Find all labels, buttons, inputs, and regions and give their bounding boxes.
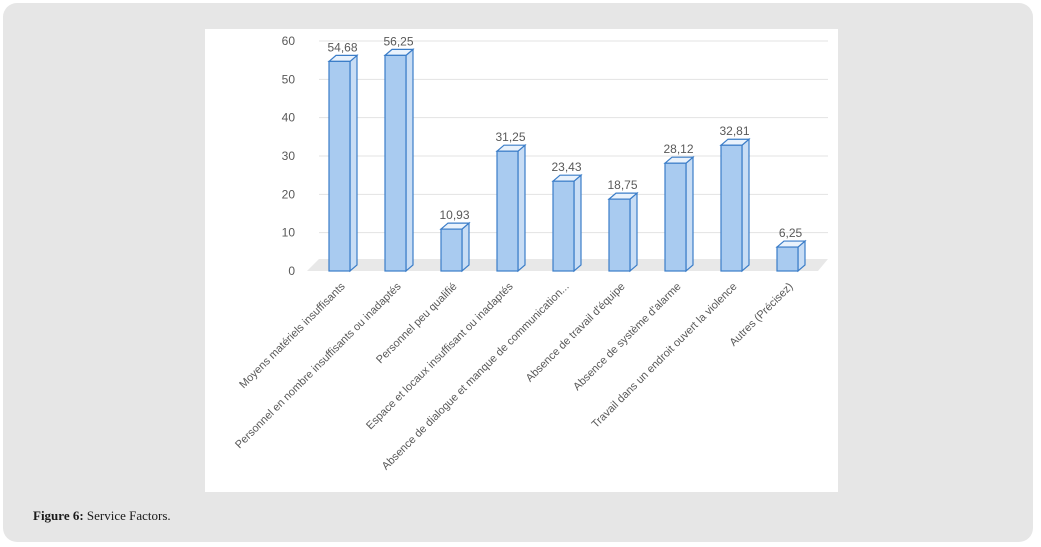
y-tick-label: 10 — [282, 226, 296, 240]
bar — [552, 180, 575, 272]
bar — [328, 60, 351, 272]
data-label: 10,93 — [439, 208, 469, 222]
data-label: 56,25 — [383, 34, 413, 48]
bar — [664, 162, 687, 272]
y-tick-label: 20 — [282, 187, 296, 201]
bar-side — [461, 221, 470, 273]
x-tick-label: Absence de travail d'équipe — [524, 281, 628, 385]
figure-caption: Figure 6: Service Factors. — [33, 508, 171, 524]
bar-side — [741, 137, 750, 273]
data-label: 18,75 — [607, 178, 637, 192]
figure-frame: 0 10 20 30 40 50 60 54,68 Moyens matériels insuf… — [3, 3, 1033, 542]
data-label: 31,25 — [495, 130, 525, 144]
bar-side — [517, 143, 526, 273]
y-tick-label: 50 — [282, 72, 296, 86]
y-tick-label: 40 — [282, 111, 296, 125]
bar-side — [573, 173, 582, 273]
caption-text: Service Factors. — [86, 508, 171, 523]
x-tick-label: Moyens matériels insuffisants — [237, 280, 348, 391]
bar-side — [405, 48, 414, 273]
y-tick-label: 60 — [282, 34, 296, 48]
bar — [776, 246, 799, 272]
bar — [440, 228, 463, 272]
caption-label: Figure 6: — [33, 508, 84, 523]
bar-side — [685, 155, 694, 273]
bar — [608, 198, 631, 272]
chart-panel: 0 10 20 30 40 50 60 54,68 Moyens matériels insuf… — [205, 29, 838, 492]
y-tick-label: 30 — [282, 149, 296, 163]
bar — [496, 150, 519, 272]
data-label: 32,81 — [719, 124, 749, 138]
bar-side — [349, 54, 358, 273]
data-label: 54,68 — [327, 40, 357, 54]
bar-chart: 0 10 20 30 40 50 60 54,68 Moyens matériels insuf… — [233, 34, 828, 473]
data-label: 28,12 — [663, 142, 693, 156]
data-label: 6,25 — [779, 226, 803, 240]
bar — [384, 54, 407, 272]
bar-side — [629, 191, 638, 273]
data-label: 23,43 — [551, 160, 581, 174]
bar — [720, 144, 743, 272]
x-tick-label: Absence de dialogue et manque de communi… — [380, 281, 572, 473]
x-tick-label: Absence de système d'alarme — [571, 281, 683, 393]
y-tick-label: 0 — [288, 264, 295, 278]
